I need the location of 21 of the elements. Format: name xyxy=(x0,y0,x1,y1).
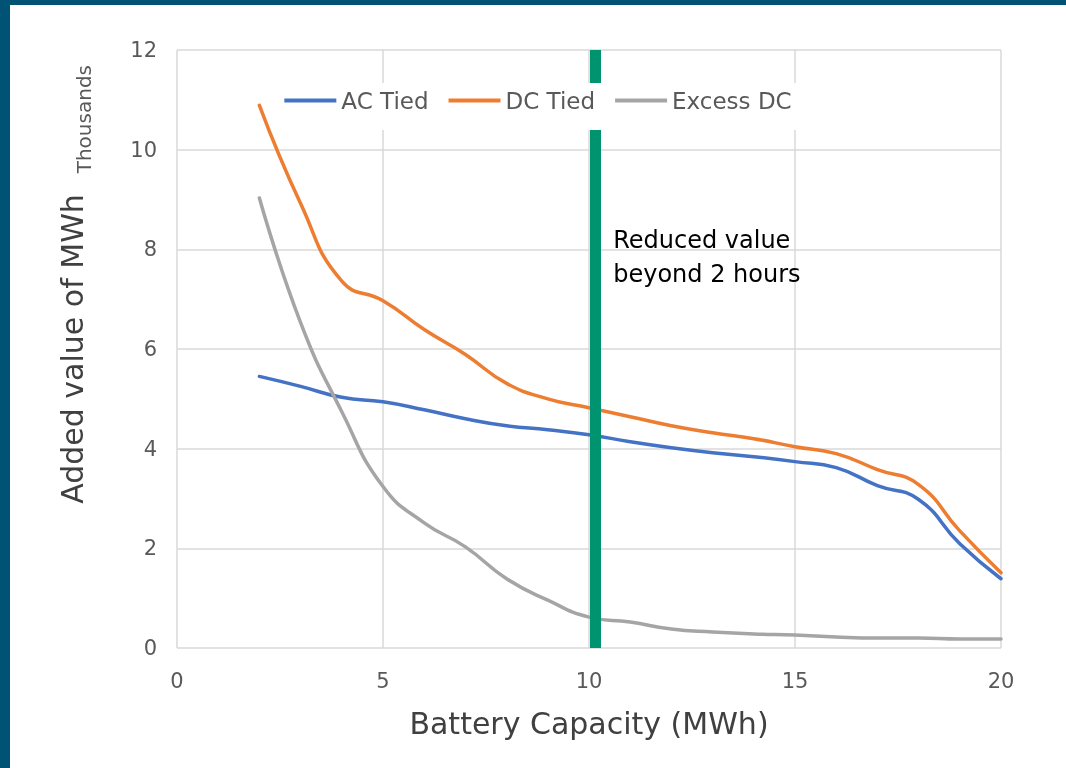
line-series xyxy=(257,374,1003,581)
legend-label: DC Tied xyxy=(505,87,596,114)
x-tick-label: 10 xyxy=(575,668,603,693)
y-tick-label: 6 xyxy=(143,337,157,361)
y-tick-label: 2 xyxy=(143,536,157,561)
x-tick-label: 0 xyxy=(170,668,184,693)
y-tick-label: 0 xyxy=(143,636,157,660)
legend-label: AC Tied xyxy=(341,87,429,114)
y-tick-label: 10 xyxy=(130,137,157,162)
ref-line-label: Reduced value beyond 2 hours xyxy=(613,226,801,289)
x-tick-label: 5 xyxy=(376,668,390,693)
y-tick-label: 12 xyxy=(130,38,157,62)
x-tick-label: 20 xyxy=(987,668,1015,693)
line-series xyxy=(257,196,1003,641)
x-axis-title: Battery Capacity (MWh) xyxy=(409,705,769,741)
y-tick-label: 8 xyxy=(143,237,157,262)
y-tick-label: 4 xyxy=(143,436,157,461)
legend-label: Excess DC xyxy=(672,87,792,114)
text: Thousands xyxy=(72,64,96,175)
x-tick-label: 15 xyxy=(781,668,809,693)
y-axis-title: Added value of MWh xyxy=(54,194,90,504)
